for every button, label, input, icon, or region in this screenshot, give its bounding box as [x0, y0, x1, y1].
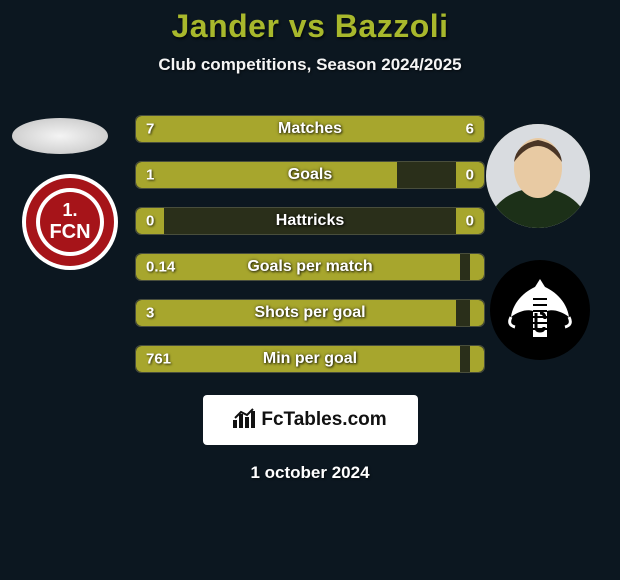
stat-value-left: 1: [146, 167, 154, 184]
stat-value-left: 761: [146, 351, 171, 368]
stat-row: 1 0 Goals: [135, 161, 485, 189]
stat-value-right: 0: [466, 213, 474, 230]
stat-row: 0.14 Goals per match: [135, 253, 485, 281]
stat-value-right: 6: [466, 121, 474, 138]
watermark[interactable]: FcTables.com: [203, 395, 418, 445]
stat-label: Goals: [288, 166, 332, 184]
stat-value-right: 0: [466, 167, 474, 184]
stat-row: 761 Min per goal: [135, 345, 485, 373]
eagle-logo-icon: [497, 267, 583, 353]
player-photo-right: [486, 124, 590, 228]
stat-label: Matches: [278, 120, 342, 138]
bar-left-fill: [136, 162, 397, 188]
fcn-logo-icon: 1. FCN: [20, 172, 120, 272]
chart-icon: [233, 408, 255, 433]
stat-label: Goals per match: [247, 258, 372, 276]
stat-label: Hattricks: [276, 212, 344, 230]
stat-row: 7 6 Matches: [135, 115, 485, 143]
stat-label: Shots per goal: [254, 304, 365, 322]
bar-right-fill: [470, 300, 484, 326]
svg-text:FCN: FCN: [49, 221, 90, 243]
subtitle: Club competitions, Season 2024/2025: [0, 55, 620, 75]
club-badge-left: 1. FCN: [20, 172, 120, 272]
player-photo-left: [12, 118, 108, 154]
stat-value-left: 0.14: [146, 259, 175, 276]
bar-right-fill: [470, 254, 484, 280]
bar-right-fill: [470, 346, 484, 372]
date-label: 1 october 2024: [0, 463, 620, 483]
bar-right-fill: [324, 116, 484, 142]
stat-value-left: 7: [146, 121, 154, 138]
watermark-text: FcTables.com: [261, 409, 386, 431]
stat-row: 0 0 Hattricks: [135, 207, 485, 235]
stat-label: Min per goal: [263, 350, 357, 368]
club-badge-right: [490, 260, 590, 360]
svg-text:1.: 1.: [62, 200, 77, 220]
stat-row: 3 Shots per goal: [135, 299, 485, 327]
stat-value-left: 0: [146, 213, 154, 230]
stat-value-left: 3: [146, 305, 154, 322]
stat-bars: 7 6 Matches 1 0 Goals 0 0 Hattricks 0.14 Goals per…: [135, 115, 485, 373]
page-title: Jander vs Bazzoli: [0, 8, 620, 45]
